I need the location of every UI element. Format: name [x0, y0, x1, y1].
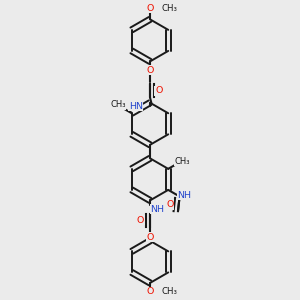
- Text: NH: NH: [150, 205, 164, 214]
- Text: CH₃: CH₃: [162, 4, 178, 13]
- Text: O: O: [147, 4, 154, 13]
- Text: CH₃: CH₃: [175, 157, 190, 166]
- Text: CH₃: CH₃: [162, 287, 178, 296]
- Text: O: O: [167, 200, 174, 209]
- Text: O: O: [155, 86, 163, 95]
- Text: HN: HN: [129, 102, 143, 111]
- Text: CH₃: CH₃: [110, 100, 126, 109]
- Text: O: O: [147, 287, 154, 296]
- Text: O: O: [146, 66, 154, 75]
- Text: O: O: [146, 232, 154, 242]
- Text: O: O: [137, 216, 144, 225]
- Text: NH: NH: [177, 190, 191, 200]
